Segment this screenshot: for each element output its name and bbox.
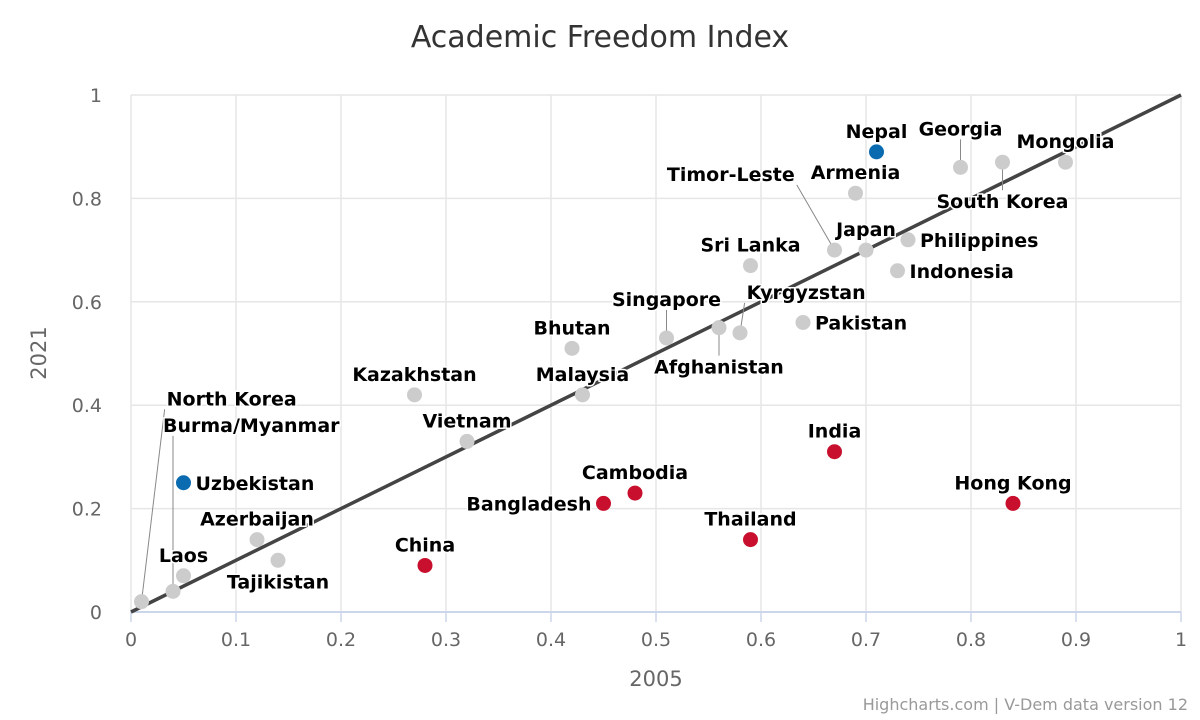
data-point — [270, 552, 286, 568]
y-tick-label: 0.4 — [72, 395, 102, 417]
x-tick-label: 0.6 — [746, 629, 776, 651]
data-label: Kyrgyzstan — [747, 282, 866, 304]
data-label: China — [395, 534, 455, 556]
x-tick-label: 0.5 — [641, 629, 671, 651]
label-connectors — [141, 139, 1003, 602]
x-tick-label: 0.4 — [536, 629, 566, 651]
data-label: Timor-Leste — [667, 164, 795, 186]
data-point — [407, 387, 422, 403]
data-label: Pakistan — [815, 312, 907, 334]
data-point — [1058, 154, 1073, 170]
data-point — [459, 433, 475, 449]
data-label: Cambodia — [582, 462, 688, 484]
data-point — [743, 532, 758, 548]
y-tick-label: 1 — [90, 85, 102, 107]
data-point — [827, 242, 842, 258]
data-point — [900, 232, 916, 248]
data-point — [711, 320, 727, 336]
y-tick-label: 0 — [90, 602, 102, 624]
data-point — [795, 314, 811, 330]
data-label: Malaysia — [536, 364, 630, 386]
data-point — [827, 444, 842, 460]
data-label: Nepal — [846, 121, 908, 143]
axis-ticks: 0 0.1 0.2 0.3 0.4 0.5 0.6 0.7 0.8 0.9 1 0 0.2 0.4 0.6 0… — [72, 85, 1187, 651]
data-label: Laos — [159, 545, 208, 567]
x-tick-label: 0.9 — [1061, 629, 1091, 651]
data-label: Georgia — [919, 118, 1003, 140]
data-point — [627, 485, 643, 501]
data-label: Bhutan — [534, 317, 611, 339]
data-label: South Korea — [936, 191, 1068, 213]
data-point — [575, 387, 590, 403]
x-tick-label: 0.2 — [326, 629, 356, 651]
data-label: India — [808, 421, 862, 443]
data-label: Bangladesh — [466, 493, 591, 515]
data-label: Japan — [834, 219, 896, 241]
data-point — [732, 325, 748, 341]
data-point — [1005, 495, 1021, 511]
y-tick-label: 0.6 — [72, 292, 102, 314]
label-connector — [141, 409, 166, 602]
data-label: Mongolia — [1017, 131, 1115, 153]
data-label: Tajikistan — [227, 571, 329, 593]
data-point — [659, 330, 674, 346]
data-point — [995, 154, 1010, 170]
data-label: Armenia — [811, 162, 901, 184]
data-label: Kazakhstan — [352, 364, 476, 386]
data-point — [743, 258, 758, 274]
x-tick-label: 1 — [1175, 629, 1187, 651]
chart-title: Academic Freedom Index — [411, 20, 789, 55]
data-label: Sri Lanka — [700, 235, 800, 257]
data-label: North Korea — [167, 388, 297, 410]
data-label: Vietnam — [423, 410, 512, 432]
y-tick-label: 0.2 — [72, 499, 102, 521]
y-axis-label: 2021 — [27, 326, 51, 379]
data-point — [890, 263, 905, 279]
data-label: Afghanistan — [654, 357, 784, 379]
x-tick-label: 0 — [125, 629, 137, 651]
data-point — [176, 568, 191, 584]
data-point — [848, 185, 863, 201]
reference-line — [130, 93, 1182, 614]
data-label: Uzbekistan — [196, 473, 315, 495]
data-point — [134, 594, 149, 610]
x-tick-label: 0.1 — [221, 629, 251, 651]
credits-link[interactable]: Highcharts.com | V-Dem data version 12 — [863, 695, 1188, 714]
data-point — [953, 159, 968, 175]
x-axis-label: 2005 — [629, 667, 682, 691]
x-tick-label: 0.7 — [851, 629, 881, 651]
data-label: Hong Kong — [954, 472, 1071, 494]
data-point — [564, 340, 580, 356]
data-point — [249, 532, 265, 548]
label-connector — [796, 184, 835, 251]
data-point — [869, 144, 884, 160]
data-label: Burma/Myanmar — [163, 415, 340, 437]
x-tick-label: 0.8 — [956, 629, 986, 651]
data-point — [417, 557, 433, 573]
data-point — [596, 495, 611, 511]
data-point — [176, 475, 191, 491]
grid — [130, 94, 1182, 622]
data-point — [165, 583, 181, 599]
points — [134, 144, 1073, 610]
y-tick-label: 0.8 — [72, 188, 102, 210]
data-label: Indonesia — [910, 261, 1014, 283]
data-label: Thailand — [704, 509, 796, 531]
data-label: Singapore — [612, 289, 721, 311]
data-label: Azerbaijan — [200, 509, 314, 531]
point-labels: India Uzbekistan Hong Kong Thailand China Mon… — [157, 117, 1116, 595]
x-tick-label: 0.3 — [431, 629, 461, 651]
data-point — [858, 242, 874, 258]
data-label: Philippines — [920, 230, 1038, 252]
